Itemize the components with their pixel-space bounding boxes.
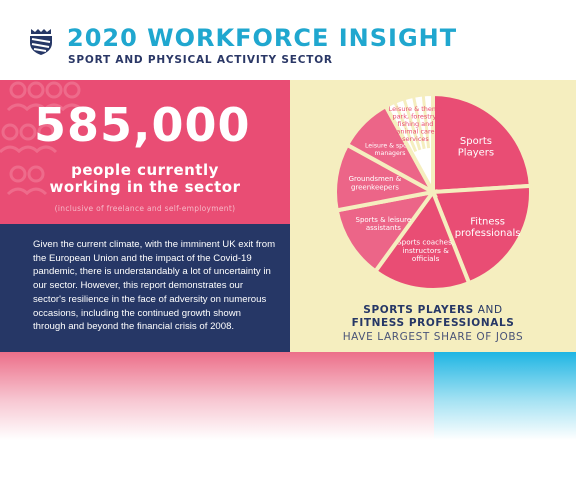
pie-slice (431, 91, 533, 195)
pie-slice-label: Sports Players (458, 136, 494, 159)
pie-slice-label: Leisure & sports managers (365, 143, 415, 157)
pie-slice (372, 187, 472, 292)
context-paragraph: Given the current climate, with the immi… (33, 239, 276, 333)
pie-slice-label: Fitness professionals (455, 216, 521, 239)
people-pattern-icon (0, 81, 84, 196)
pie-slice (383, 91, 435, 193)
pink-gradient-band (0, 352, 434, 440)
pie-slice-label: Sports coaches, instructors & officials (397, 238, 454, 264)
worker-label-line-2: working in the sector (49, 177, 241, 196)
pie-slice-stripe (393, 101, 418, 153)
caption-sports-players: SPORTS PLAYERS (363, 304, 474, 316)
caption-and: AND (473, 304, 503, 316)
caption-largest-share: HAVE LARGEST SHARE OF JOBS (342, 330, 524, 343)
shield-logo-icon (30, 29, 52, 55)
pie-slice-stripe (411, 95, 426, 150)
chart-caption: SPORTS PLAYERS AND FITNESS PROFESSIONALS… (290, 304, 576, 344)
workforce-stat-panel: 585,000 people currently working in the … (0, 80, 290, 224)
worker-count-note: (inclusive of freelance and self-employm… (54, 204, 236, 213)
pie-slice-label: Sports & leisure assistants (356, 216, 412, 232)
header: 2020 WORKFORCE INSIGHT SPORT AND PHYSICA… (0, 0, 576, 80)
worker-count: 585,000 (34, 98, 251, 152)
page-subtitle: SPORT AND PHYSICAL ACTIVITY SECTOR (68, 54, 333, 66)
pie-slice (430, 183, 533, 286)
blue-gradient-band (434, 352, 576, 440)
pie-slice-stripe (421, 94, 431, 149)
caption-fitness-professionals: FITNESS PROFESSIONALS (351, 317, 515, 330)
worker-count-label: people currently working in the sector (0, 162, 290, 196)
page-title: 2020 WORKFORCE INSIGHT (67, 24, 458, 52)
pie-slice-stripe (402, 97, 422, 151)
pie-slice-label: Leisure & theme park, forestry, fishing an… (389, 105, 443, 143)
pie-slice-label: Groundsmen & greenkeepers (349, 175, 402, 191)
worker-label-line-1: people currently (71, 161, 219, 179)
context-panel: Given the current climate, with the immi… (0, 224, 290, 352)
